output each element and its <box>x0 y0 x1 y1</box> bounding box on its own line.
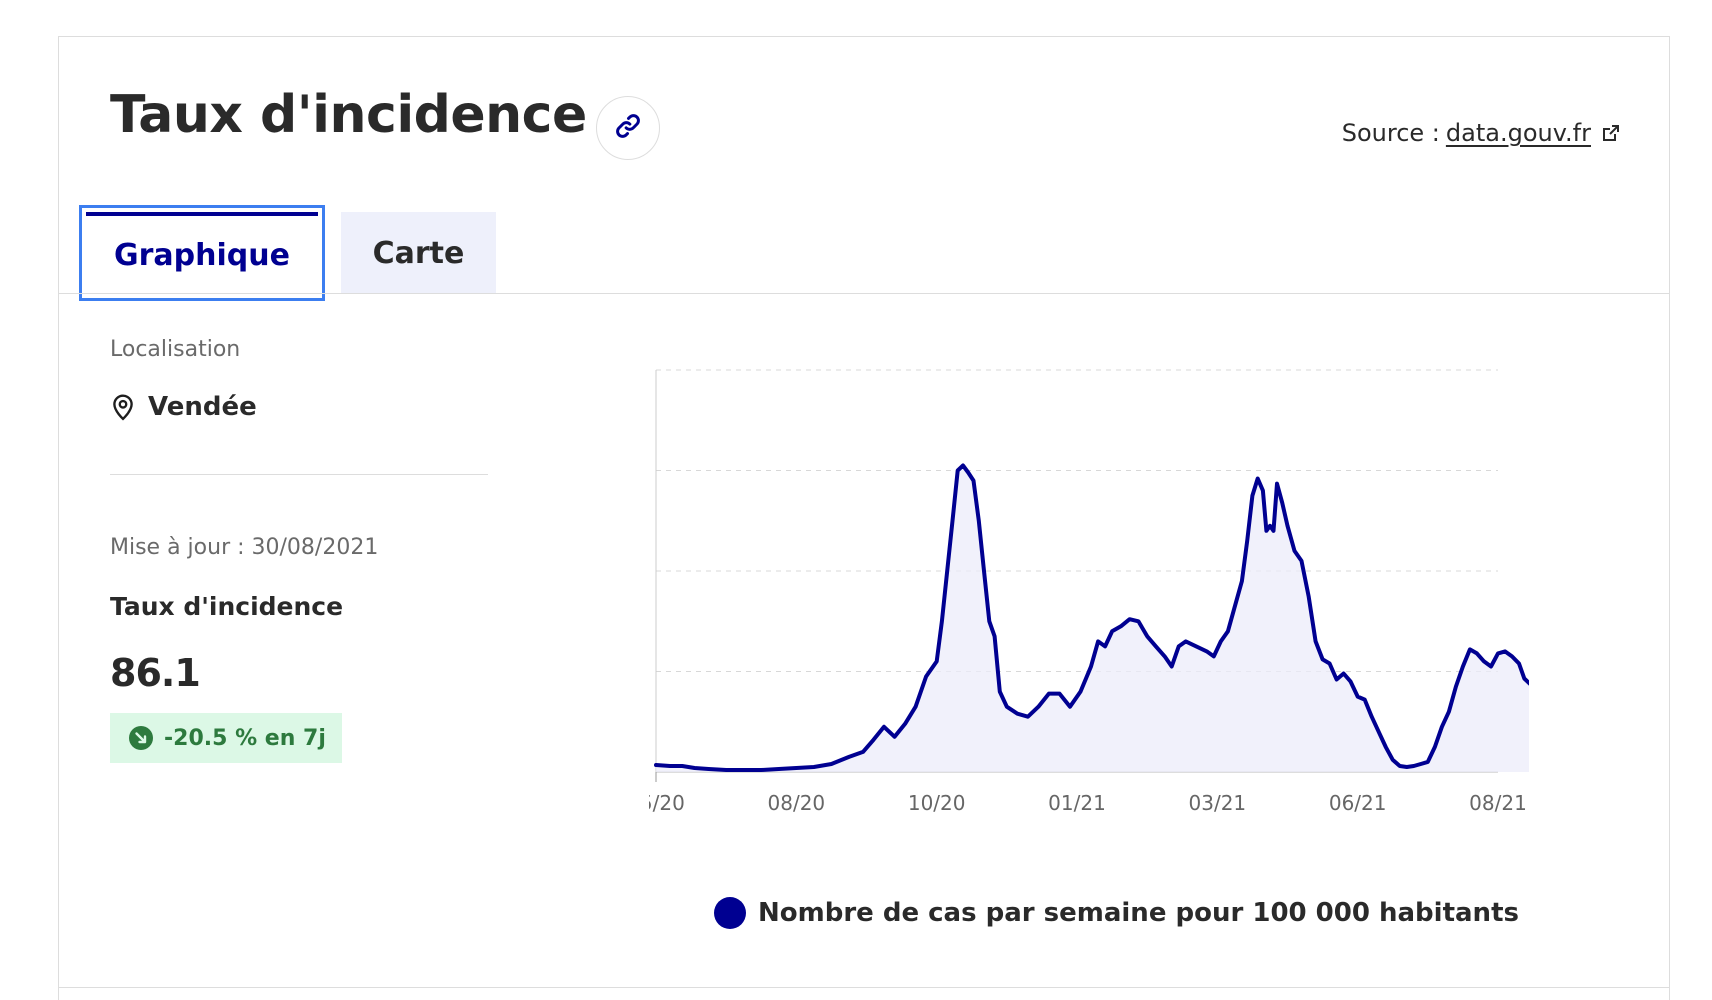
location-label: Localisation <box>110 337 241 362</box>
tab-graphique[interactable]: Graphique <box>79 205 325 301</box>
x-tick-label: 05/20 <box>649 791 685 815</box>
link-icon <box>613 111 643 145</box>
series-line <box>654 463 1529 772</box>
panel-divider <box>110 474 488 475</box>
incidence-chart: 010020030040005/2008/2010/2001/2103/2106… <box>649 369 1529 815</box>
source-link[interactable]: data.gouv.fr <box>1445 119 1591 147</box>
trend-value: -20.5 % en 7j <box>164 725 326 751</box>
series-area <box>656 465 1529 772</box>
info-panel: Localisation Vendée Mise à jour : 30/08/… <box>110 337 490 763</box>
chart-legend: Nombre de cas par semaine pour 100 000 h… <box>714 897 1519 929</box>
x-tick-label: 10/20 <box>908 791 966 815</box>
legend-swatch <box>714 897 746 929</box>
external-link-icon <box>1601 123 1621 143</box>
tabs-divider <box>59 293 1669 294</box>
trend-down-icon <box>128 725 154 751</box>
metric-label: Taux d'incidence <box>110 592 344 621</box>
x-tick-label: 08/21 <box>1469 791 1527 815</box>
x-tick-label: 01/21 <box>1048 791 1106 815</box>
x-tick-label: 03/21 <box>1189 791 1247 815</box>
page-title: Taux d'incidence <box>110 85 587 145</box>
copy-link-button[interactable] <box>596 96 660 160</box>
metric-value: 86.1 <box>110 651 201 695</box>
card-bottom-divider <box>59 987 1669 988</box>
source-label: Source : <box>1341 119 1440 147</box>
incidence-card: Taux d'incidence Source : data.gouv.fr G… <box>58 36 1670 1000</box>
update-date: Mise à jour : 30/08/2021 <box>110 535 379 560</box>
x-tick-label: 08/20 <box>768 791 826 815</box>
source-line: Source : data.gouv.fr <box>1342 119 1621 147</box>
location-value: Vendée <box>148 392 257 422</box>
location-selector[interactable]: Vendée <box>110 392 490 422</box>
map-pin-icon <box>110 393 136 421</box>
legend-label: Nombre de cas par semaine pour 100 000 h… <box>758 898 1519 928</box>
trend-badge: -20.5 % en 7j <box>110 713 342 763</box>
x-tick-label: 06/21 <box>1329 791 1387 815</box>
tab-carte[interactable]: Carte <box>341 212 496 294</box>
